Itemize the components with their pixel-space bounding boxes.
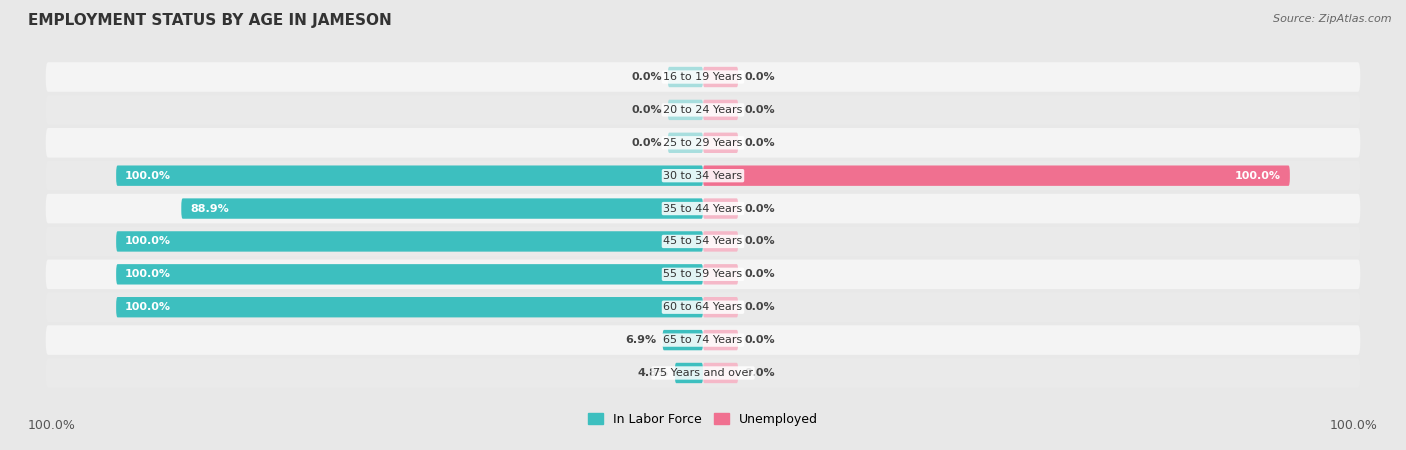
FancyBboxPatch shape	[675, 363, 703, 383]
Text: 0.0%: 0.0%	[744, 72, 775, 82]
Text: 100.0%: 100.0%	[125, 270, 172, 279]
Text: 0.0%: 0.0%	[744, 203, 775, 214]
FancyBboxPatch shape	[703, 133, 738, 153]
FancyBboxPatch shape	[703, 100, 738, 120]
Text: 0.0%: 0.0%	[744, 105, 775, 115]
FancyBboxPatch shape	[662, 330, 703, 350]
Text: 35 to 44 Years: 35 to 44 Years	[664, 203, 742, 214]
Text: 6.9%: 6.9%	[626, 335, 657, 345]
Text: 0.0%: 0.0%	[744, 236, 775, 247]
Text: Source: ZipAtlas.com: Source: ZipAtlas.com	[1274, 14, 1392, 23]
Text: 0.0%: 0.0%	[744, 270, 775, 279]
FancyBboxPatch shape	[46, 358, 1360, 388]
FancyBboxPatch shape	[703, 264, 738, 284]
Text: 0.0%: 0.0%	[744, 368, 775, 378]
FancyBboxPatch shape	[668, 67, 703, 87]
Text: 20 to 24 Years: 20 to 24 Years	[664, 105, 742, 115]
FancyBboxPatch shape	[117, 166, 703, 186]
Text: 65 to 74 Years: 65 to 74 Years	[664, 335, 742, 345]
Text: 75 Years and over: 75 Years and over	[652, 368, 754, 378]
FancyBboxPatch shape	[46, 292, 1360, 322]
Text: 45 to 54 Years: 45 to 54 Years	[664, 236, 742, 247]
FancyBboxPatch shape	[703, 166, 1289, 186]
Text: 30 to 34 Years: 30 to 34 Years	[664, 171, 742, 180]
Text: 0.0%: 0.0%	[744, 302, 775, 312]
Text: 55 to 59 Years: 55 to 59 Years	[664, 270, 742, 279]
FancyBboxPatch shape	[46, 95, 1360, 125]
Legend: In Labor Force, Unemployed: In Labor Force, Unemployed	[583, 408, 823, 431]
FancyBboxPatch shape	[46, 260, 1360, 289]
FancyBboxPatch shape	[703, 330, 738, 350]
FancyBboxPatch shape	[703, 198, 738, 219]
Text: 25 to 29 Years: 25 to 29 Years	[664, 138, 742, 148]
FancyBboxPatch shape	[46, 161, 1360, 190]
Text: EMPLOYMENT STATUS BY AGE IN JAMESON: EMPLOYMENT STATUS BY AGE IN JAMESON	[28, 14, 392, 28]
Text: 4.8%: 4.8%	[638, 368, 669, 378]
Text: 0.0%: 0.0%	[744, 335, 775, 345]
Text: 0.0%: 0.0%	[631, 138, 662, 148]
Text: 100.0%: 100.0%	[125, 302, 172, 312]
FancyBboxPatch shape	[46, 325, 1360, 355]
Text: 0.0%: 0.0%	[631, 72, 662, 82]
Text: 60 to 64 Years: 60 to 64 Years	[664, 302, 742, 312]
FancyBboxPatch shape	[117, 231, 703, 252]
FancyBboxPatch shape	[703, 297, 738, 317]
FancyBboxPatch shape	[668, 100, 703, 120]
Text: 100.0%: 100.0%	[1234, 171, 1281, 180]
FancyBboxPatch shape	[117, 264, 703, 284]
Text: 100.0%: 100.0%	[28, 419, 76, 432]
FancyBboxPatch shape	[117, 297, 703, 317]
Text: 100.0%: 100.0%	[125, 171, 172, 180]
FancyBboxPatch shape	[703, 363, 738, 383]
Text: 16 to 19 Years: 16 to 19 Years	[664, 72, 742, 82]
FancyBboxPatch shape	[46, 227, 1360, 256]
FancyBboxPatch shape	[46, 194, 1360, 223]
Text: 100.0%: 100.0%	[1330, 419, 1378, 432]
FancyBboxPatch shape	[46, 62, 1360, 92]
Text: 0.0%: 0.0%	[631, 105, 662, 115]
FancyBboxPatch shape	[703, 67, 738, 87]
Text: 100.0%: 100.0%	[125, 236, 172, 247]
FancyBboxPatch shape	[46, 128, 1360, 158]
FancyBboxPatch shape	[181, 198, 703, 219]
Text: 0.0%: 0.0%	[744, 138, 775, 148]
FancyBboxPatch shape	[703, 231, 738, 252]
Text: 88.9%: 88.9%	[190, 203, 229, 214]
FancyBboxPatch shape	[668, 133, 703, 153]
